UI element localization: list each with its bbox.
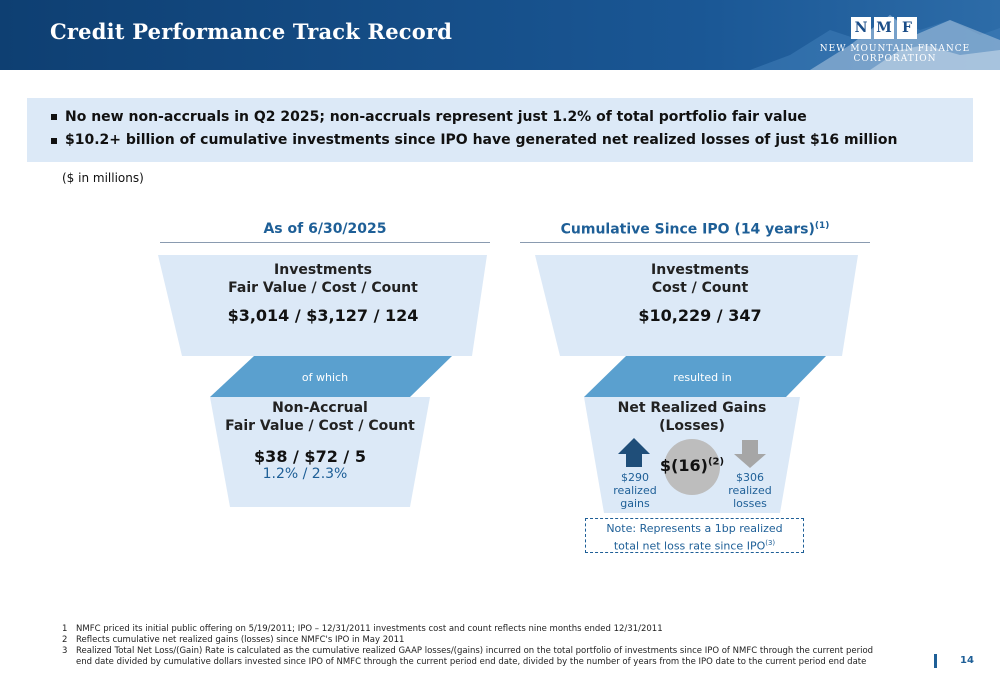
note-footnote: (3) [765, 539, 776, 547]
page-number: 14 [960, 655, 974, 666]
page-title: Credit Performance Track Record [50, 19, 453, 44]
bullet-marker [51, 114, 57, 120]
bullet-2: $10.2+ billion of cumulative investments… [65, 132, 898, 148]
left-column-heading: As of 6/30/2025 [263, 221, 387, 237]
footnote-number: 1 [62, 624, 68, 634]
gains-amount: $290 [621, 471, 649, 484]
net-loss-amount: $(16) [659, 456, 708, 475]
footnote-text: Reflects cumulative net realized gains (… [76, 635, 405, 645]
right-top-title2: Cost / Count [651, 280, 749, 296]
left-top-title2: Fair Value / Cost / Count [228, 280, 418, 296]
right-top-title1: Investments [651, 262, 749, 278]
summary-box: No new non-accruals in Q2 2025; non-accr… [27, 98, 973, 162]
footnote-3: 3 Realized Total Net Loss/(Gain) Rate is… [62, 646, 873, 668]
up-arrow-icon [618, 438, 650, 467]
bullet-1: No new non-accruals in Q2 2025; non-accr… [65, 109, 807, 125]
left-heading-rule [160, 242, 490, 243]
left-top-title1: Investments [274, 262, 372, 278]
left-bottom-title1: Non-Accrual [272, 400, 368, 416]
left-bottom-percent: 1.2% / 2.3% [262, 466, 348, 482]
right-band-label: resulted in [673, 371, 732, 384]
note-line1: Note: Represents a 1bp realized [606, 522, 783, 535]
right-heading-text: Cumulative Since IPO (14 years) [560, 221, 815, 238]
net-loss-value: $(16)(2) [652, 456, 732, 475]
bullet-marker [51, 138, 57, 144]
logo-line1: NEW MOUNTAIN FINANCE [819, 44, 971, 54]
right-bottom-title2: (Losses) [659, 418, 725, 434]
footnote-number: 2 [62, 635, 68, 645]
logo-letter-f: F [897, 17, 917, 39]
mountain-graphic [750, 15, 1000, 70]
losses-word1: realized [728, 484, 772, 497]
realized-losses-label: $306 realized losses [719, 471, 781, 510]
footnote-2: 2 Reflects cumulative net realized gains… [62, 635, 873, 646]
footnote-number: 3 [62, 646, 68, 656]
logo-line2: CORPORATION [853, 54, 937, 64]
left-band-label: of which [301, 371, 349, 384]
footnote-text: Realized Total Net Loss/(Gain) Rate is c… [76, 646, 874, 656]
gains-word1: realized [613, 484, 657, 497]
header-bar: Credit Performance Track Record N M F NE… [0, 0, 1000, 70]
logo-wordmark: NEW MOUNTAIN FINANCE CORPORATION [815, 44, 975, 64]
right-bottom-title1: Net Realized Gains [617, 400, 767, 416]
footnote-text: NMFC priced its initial public offering … [76, 624, 663, 634]
loss-rate-note: Note: Represents a 1bp realized total ne… [585, 518, 804, 553]
net-loss-circle [664, 439, 720, 495]
page-marker [934, 654, 937, 668]
right-column-heading: Cumulative Since IPO (14 years)(1) [520, 221, 870, 238]
realized-gains-label: $290 realized gains [604, 471, 666, 510]
losses-amount: $306 [736, 471, 764, 484]
left-band [210, 356, 452, 397]
left-bottom-funnel [210, 397, 430, 507]
gains-word2: gains [620, 497, 650, 510]
right-top-value: $10,229 / 347 [638, 306, 762, 325]
left-bottom-value: $38 / $72 / 5 [254, 447, 366, 466]
left-top-value: $3,014 / $3,127 / 124 [227, 306, 419, 325]
note-line2: total net loss rate since IPO [613, 539, 766, 553]
right-heading-rule [520, 242, 870, 243]
down-arrow-icon [734, 440, 766, 468]
left-bottom-title2: Fair Value / Cost / Count [225, 418, 415, 434]
units-note: ($ in millions) [62, 171, 144, 185]
right-band [584, 356, 826, 397]
logo-letter-n: N [851, 17, 871, 39]
right-top-funnel [535, 255, 858, 356]
losses-word2: losses [733, 497, 767, 510]
note-line2-wrap: total net loss rate since IPO(3) [586, 536, 803, 554]
footnote-text-continued: end date divided by cumulative dollars i… [76, 657, 867, 667]
left-top-funnel [158, 255, 487, 356]
right-heading-footnote: (1) [814, 221, 830, 231]
logo-letter-m: M [874, 17, 894, 39]
footnote-1: 1 NMFC priced its initial public offerin… [62, 624, 873, 635]
net-loss-footnote: (2) [707, 456, 725, 468]
footnotes: 1 NMFC priced its initial public offerin… [62, 624, 873, 668]
